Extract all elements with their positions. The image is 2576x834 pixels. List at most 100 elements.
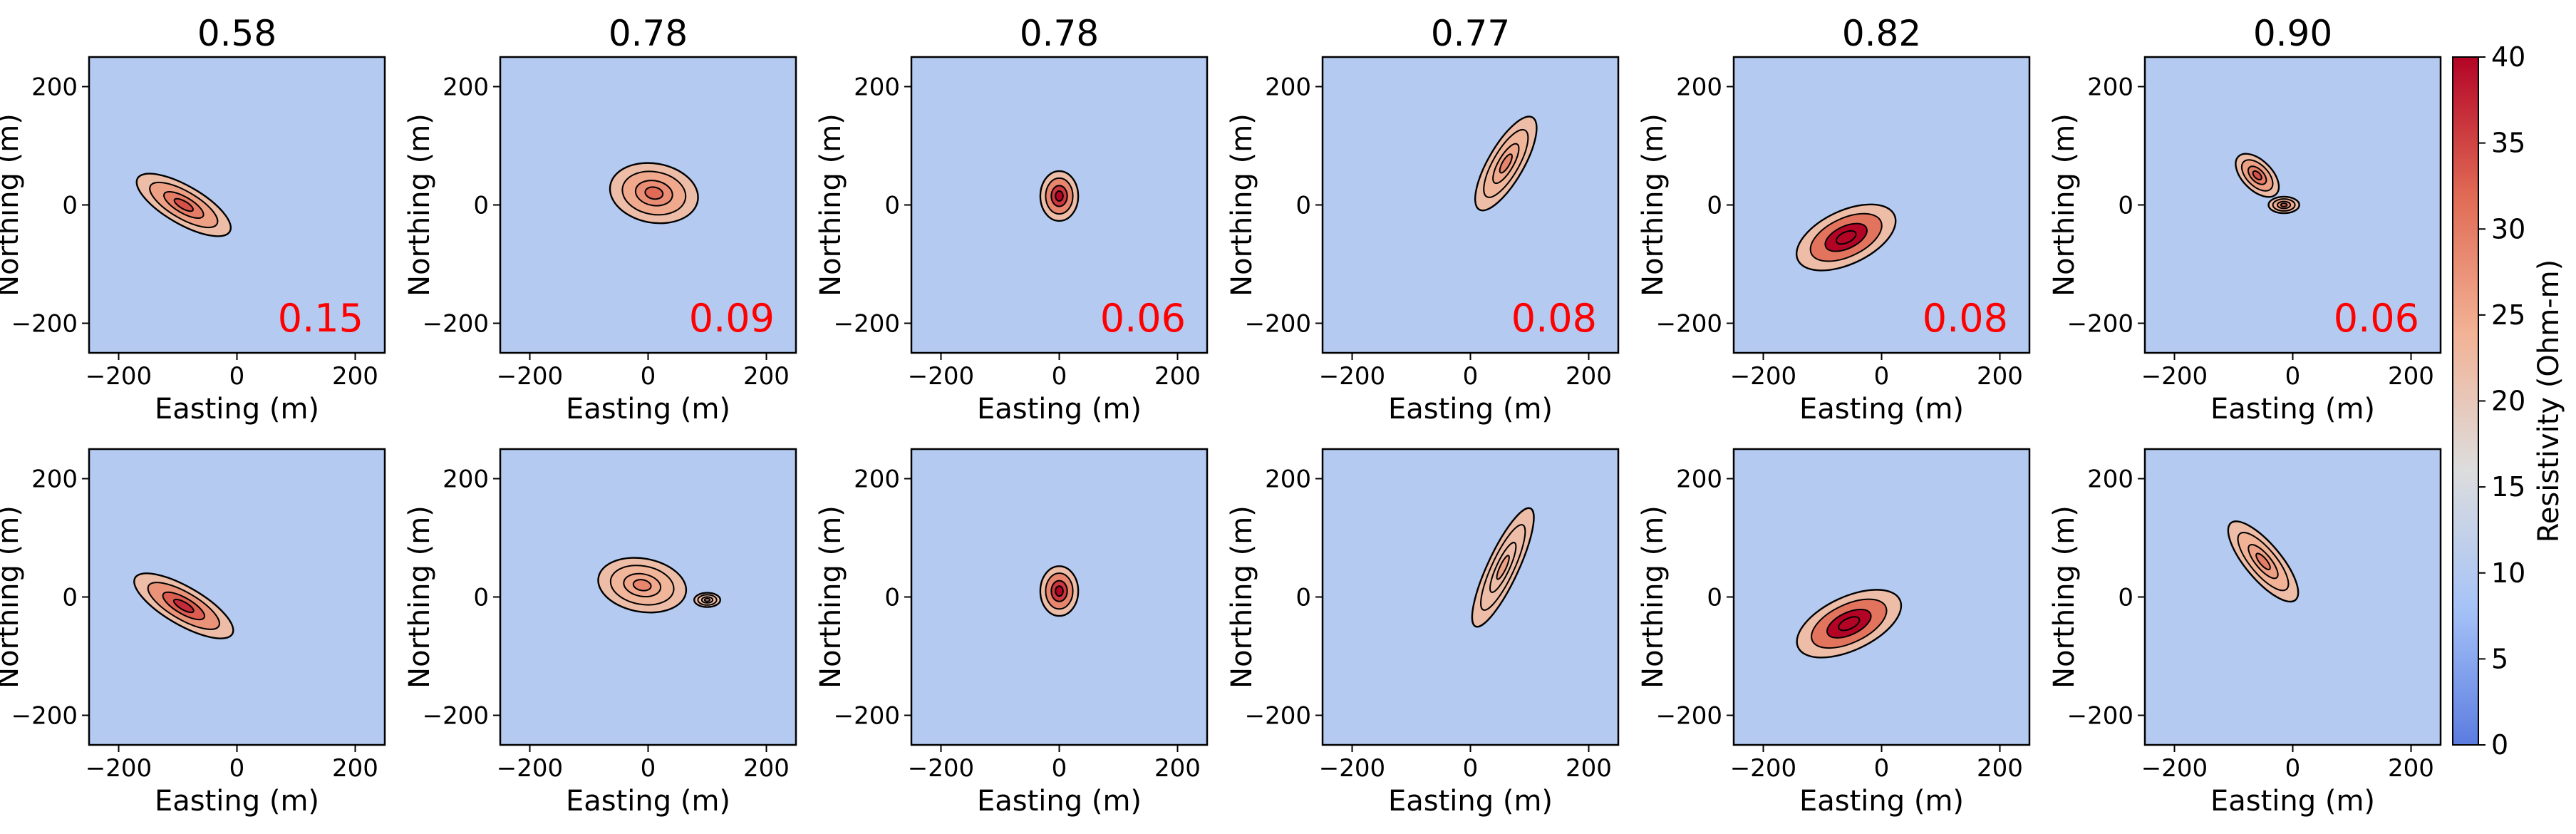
panel-title: 0.90	[2253, 13, 2332, 54]
panel-title: 0.78	[609, 13, 688, 54]
panel-background	[89, 57, 385, 353]
x-axis-label: Easting (m)	[566, 393, 730, 426]
colorbar-tick-label: 25	[2491, 299, 2525, 331]
y-tick-label: 0	[1295, 584, 1311, 612]
y-axis-label: Northing (m)	[403, 505, 436, 689]
y-tick-label: 0	[884, 192, 900, 220]
anomaly	[2235, 153, 2300, 215]
anomaly	[1474, 115, 1538, 212]
panel-score: 0.09	[689, 296, 775, 341]
y-tick-label: 0	[62, 192, 78, 220]
x-tick-label: 200	[1566, 362, 1612, 391]
panel-bottom-0: −200 0 200 −200 0 200 Easting (m) Northing (m)	[0, 448, 386, 818]
y-tick-label: 200	[1265, 73, 1311, 102]
x-axis-label: Easting (m)	[1799, 785, 1964, 818]
x-tick-label: 200	[2388, 362, 2434, 391]
panel-top-3: −200 0 200 −200 0 200 Easting (m) Northing (m) 0…	[1226, 13, 1620, 426]
anomaly-main-contour-3	[1496, 555, 1510, 580]
x-axis-label: Easting (m)	[2210, 785, 2375, 818]
panel-bottom-3: −200 0 200 −200 0 200 Easting (m) Northing (m)	[1226, 448, 1620, 818]
y-axis-label: Northing (m)	[2048, 113, 2081, 297]
anomaly	[597, 557, 722, 614]
x-tick-label: −200	[86, 362, 152, 391]
x-tick-label: 200	[743, 754, 790, 783]
x-tick-label: −200	[497, 754, 563, 783]
panel-top-2: −200 0 200 −200 0 200 Easting (m) Northing (m) 0…	[814, 13, 1209, 426]
anomaly-main-contour-3	[1499, 153, 1513, 174]
y-axis-label: Northing (m)	[0, 113, 25, 297]
x-tick-label: 200	[1977, 754, 2023, 783]
colorbar-tick-label: 30	[2491, 213, 2525, 244]
x-axis-label: Easting (m)	[155, 393, 319, 426]
colorbar-tick-label: 35	[2491, 128, 2525, 159]
panel-title: 0.77	[1431, 13, 1510, 54]
y-tick-label: 200	[443, 465, 489, 494]
anomaly-main-contour-3	[632, 579, 652, 592]
y-tick-label: −200	[834, 702, 900, 731]
x-tick-label: −200	[908, 362, 974, 391]
y-axis-label: Northing (m)	[1637, 113, 1670, 297]
x-tick-label: 0	[229, 754, 245, 783]
x-tick-label: 200	[332, 362, 378, 391]
anomaly-extra-contour-3	[2280, 202, 2288, 207]
x-axis-label: Easting (m)	[2210, 393, 2375, 426]
panel-bottom-1: −200 0 200 −200 0 200 Easting (m) Northing (m)	[403, 448, 797, 818]
y-tick-label: 200	[854, 73, 900, 102]
x-tick-label: 200	[1154, 754, 1201, 783]
y-axis-label: Northing (m)	[814, 505, 847, 689]
y-axis-label: Northing (m)	[403, 113, 436, 297]
x-tick-label: 0	[641, 362, 656, 391]
y-axis-label: Northing (m)	[1637, 505, 1670, 689]
y-tick-label: 0	[1707, 584, 1722, 612]
x-tick-label: 200	[1154, 362, 1201, 391]
x-axis-label: Easting (m)	[977, 393, 1142, 426]
x-tick-label: −200	[1730, 754, 1796, 783]
x-tick-label: 0	[2285, 754, 2301, 783]
x-axis-label: Easting (m)	[566, 785, 730, 818]
panel-top-5: −200 0 200 −200 0 200 Easting (m) Northing (m) 0…	[2048, 13, 2442, 426]
panels-layer: −200 0 200 −200 0 200 Easting (m) Northing (m) 0…	[0, 13, 2442, 818]
x-tick-label: 0	[1874, 362, 1890, 391]
panel-score: 0.15	[278, 296, 363, 341]
anomaly	[133, 572, 234, 639]
y-tick-label: 200	[31, 465, 78, 494]
x-tick-label: 0	[2285, 362, 2301, 391]
panel-bottom-5: −200 0 200 −200 0 200 Easting (m) Northing (m)	[2048, 448, 2442, 818]
colorbar-gradient	[2452, 56, 2479, 746]
y-tick-label: 200	[1265, 465, 1311, 494]
y-axis-label: Northing (m)	[1226, 505, 1258, 689]
colorbar-ticks: 0 5 10 15 20 25 30 35 40	[2478, 41, 2525, 761]
anomaly	[1795, 203, 1897, 272]
x-tick-label: −200	[86, 754, 152, 783]
y-tick-label: 0	[2118, 192, 2133, 220]
anomaly	[135, 173, 232, 237]
panel-title: 0.78	[1020, 13, 1099, 54]
x-tick-label: 0	[1463, 362, 1479, 391]
x-tick-label: −200	[1319, 754, 1385, 783]
x-tick-label: 200	[332, 754, 378, 783]
x-axis-label: Easting (m)	[1388, 393, 1553, 426]
y-tick-label: −200	[2067, 702, 2133, 731]
y-tick-label: −200	[1656, 310, 1722, 339]
colorbar-tick-label: 40	[2491, 41, 2525, 73]
y-tick-label: 0	[1295, 192, 1311, 220]
y-axis-label: Northing (m)	[814, 113, 847, 297]
colorbar-tick-label: 5	[2491, 643, 2508, 674]
anomaly-main-contour-3	[1055, 190, 1064, 202]
x-axis-label: Easting (m)	[1799, 393, 1964, 426]
y-tick-label: 0	[473, 192, 489, 220]
colorbar: 0 5 10 15 20 25 30 35 40 Resistivity (Ohm-m)	[2452, 41, 2565, 761]
x-tick-label: −200	[908, 754, 974, 783]
x-tick-label: −200	[2141, 754, 2208, 783]
panel-background	[89, 449, 385, 745]
panel-title: 0.58	[197, 13, 276, 54]
colorbar-tick-label: 10	[2491, 557, 2525, 589]
y-tick-label: 200	[1676, 73, 1722, 102]
x-tick-label: 0	[1463, 754, 1479, 783]
x-tick-label: 200	[743, 362, 790, 391]
x-axis-label: Easting (m)	[155, 785, 319, 818]
anomaly	[1471, 507, 1535, 628]
panel-score: 0.08	[1923, 296, 2008, 341]
anomaly	[1039, 565, 1080, 617]
